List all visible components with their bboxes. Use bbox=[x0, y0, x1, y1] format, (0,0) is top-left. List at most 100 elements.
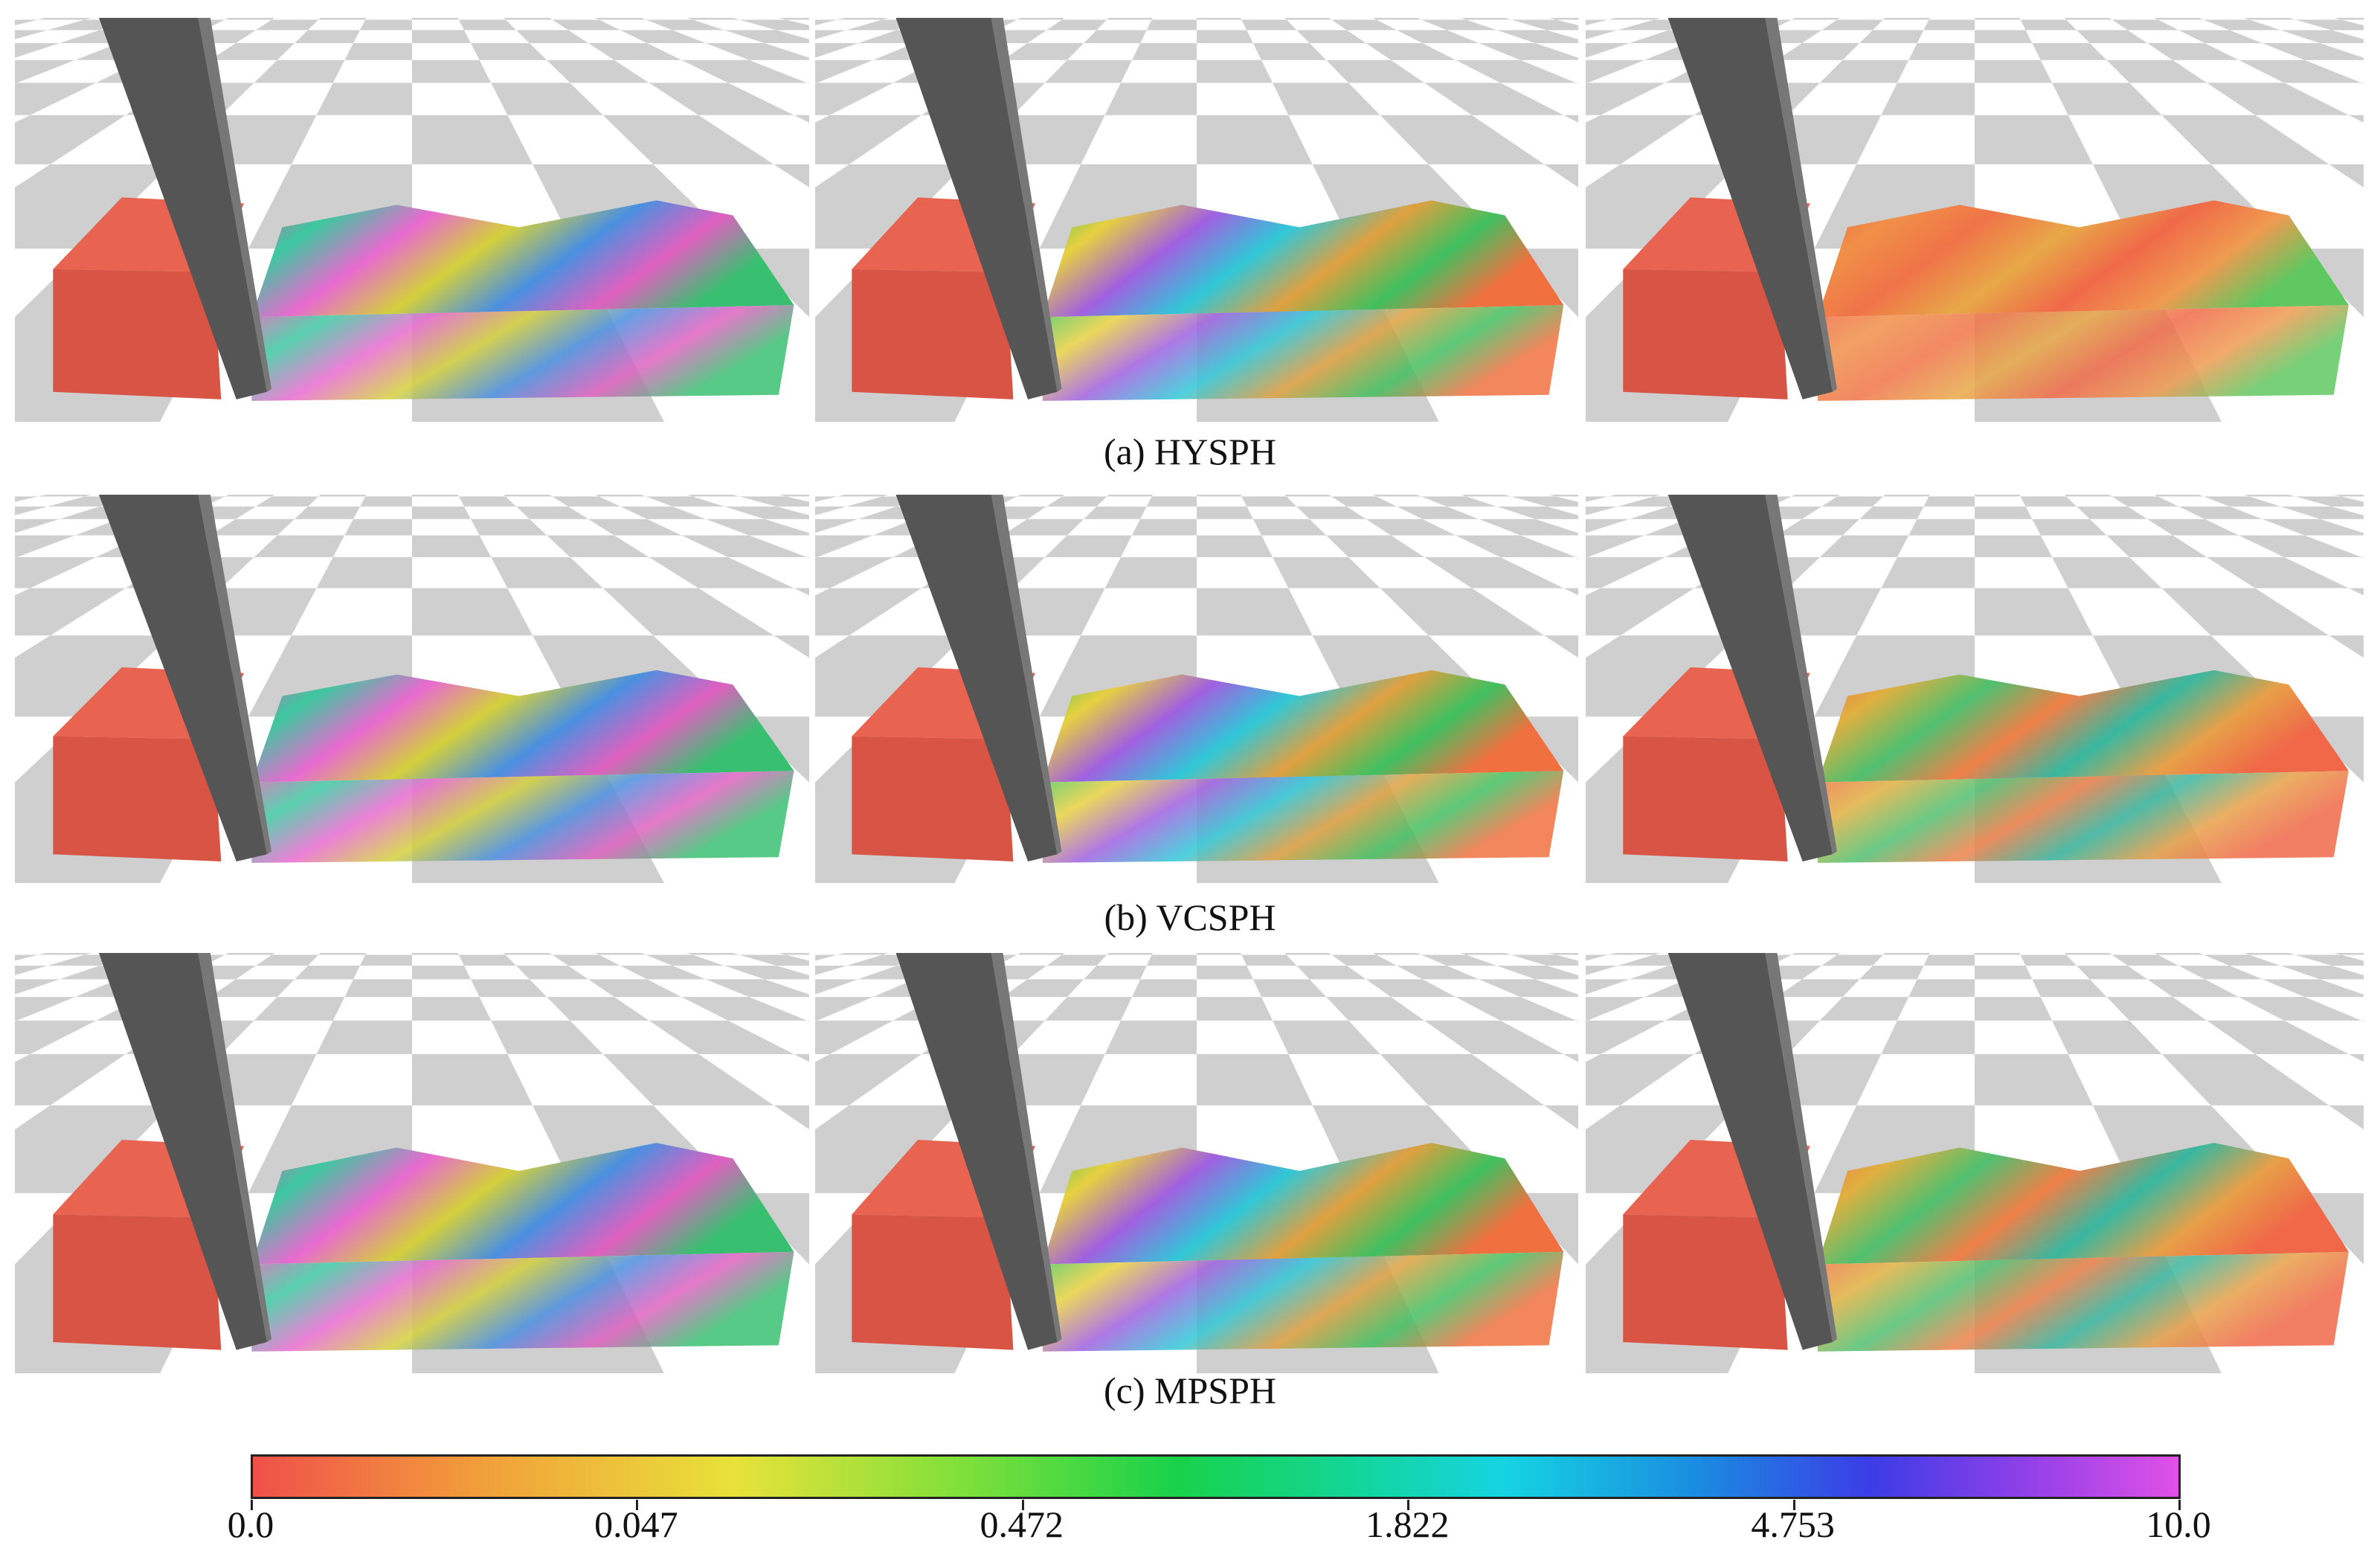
floor-tile bbox=[1397, 30, 1479, 44]
floor-tile bbox=[1586, 43, 1630, 58]
fluid-top bbox=[1817, 1143, 2349, 1265]
floor-tile bbox=[2262, 979, 2364, 998]
floor-tile bbox=[1197, 495, 1242, 497]
floor-tile bbox=[1252, 519, 1327, 536]
floor-tile bbox=[620, 506, 706, 519]
floor-tile bbox=[1456, 997, 1577, 1021]
floor-tile bbox=[15, 966, 48, 975]
floor-tile bbox=[602, 588, 774, 636]
floor-tile bbox=[588, 979, 682, 998]
floor-tile bbox=[1821, 496, 1883, 507]
floor-tile bbox=[815, 115, 922, 164]
floor-tile bbox=[602, 1054, 774, 1105]
floor-tile bbox=[1046, 954, 1107, 966]
fluid-front bbox=[1817, 305, 2349, 401]
floor-tile bbox=[649, 83, 794, 115]
floor-tile bbox=[686, 495, 740, 497]
floor-tile bbox=[588, 519, 682, 536]
floor-tile bbox=[739, 19, 809, 31]
floor-tile bbox=[552, 19, 621, 31]
floor-tile bbox=[1496, 966, 1578, 980]
floor-tile bbox=[2112, 19, 2179, 31]
floor-tile bbox=[38, 18, 91, 20]
colorbar-tick bbox=[1021, 1500, 1024, 1510]
floor-tile bbox=[2348, 1054, 2364, 1062]
gate-edge bbox=[198, 495, 272, 855]
floor-tile bbox=[225, 18, 275, 20]
floor-tile bbox=[1859, 966, 1924, 980]
colorbar-label: 4.753 bbox=[1751, 1503, 1835, 1545]
floor-tile bbox=[2238, 60, 2362, 83]
floor-tile bbox=[1923, 19, 1975, 31]
floor-tile bbox=[1146, 19, 1197, 31]
floor-tile bbox=[815, 83, 893, 115]
floor-tile bbox=[458, 496, 517, 507]
floor-tile bbox=[686, 18, 740, 20]
colorbar-tick bbox=[251, 1500, 253, 1510]
floor-tile bbox=[504, 495, 553, 497]
colorbar-label: 0.472 bbox=[980, 1503, 1064, 1545]
floor-tile bbox=[1252, 43, 1327, 60]
floor-tile bbox=[1563, 115, 1578, 123]
floor-tile bbox=[2280, 30, 2364, 44]
floor-tile bbox=[1819, 535, 1909, 557]
floor-tile bbox=[1776, 43, 1860, 60]
floor-tile bbox=[2329, 1105, 2364, 1130]
gate-edge bbox=[1765, 18, 1837, 392]
fluid-top bbox=[1817, 200, 2349, 318]
floor-tile bbox=[2020, 496, 2077, 507]
gate-blade bbox=[895, 953, 1058, 1350]
floor-tile bbox=[2207, 83, 2349, 115]
floor-tile bbox=[1017, 953, 1065, 955]
simulation-render bbox=[15, 18, 809, 422]
floor-tile bbox=[412, 1054, 533, 1105]
floor-tile bbox=[1586, 535, 1645, 558]
gate-edge bbox=[198, 18, 272, 392]
floor-tile bbox=[2244, 953, 2296, 955]
floor-tile bbox=[1586, 966, 1618, 975]
floor-tile bbox=[552, 954, 621, 966]
block-front bbox=[852, 736, 1014, 861]
floor-tile bbox=[1975, 997, 2053, 1021]
colorbar-tick bbox=[636, 1500, 639, 1510]
floor-tile bbox=[1107, 18, 1153, 20]
floor-tile bbox=[1548, 953, 1578, 955]
floor-tile bbox=[1882, 18, 1930, 20]
floor-tile bbox=[2064, 495, 2112, 497]
gate-blade bbox=[98, 953, 267, 1350]
fluid-front bbox=[251, 771, 794, 863]
floor-tile bbox=[1104, 83, 1197, 115]
block-front bbox=[852, 269, 1014, 399]
floor-tile bbox=[2154, 18, 2204, 20]
floor-tile bbox=[1776, 979, 1860, 998]
floor-tile bbox=[1548, 18, 1578, 20]
floor-tile bbox=[774, 1105, 809, 1130]
floor-tile bbox=[295, 506, 360, 519]
floor-tile bbox=[1456, 535, 1577, 557]
gate-edge bbox=[1765, 953, 1837, 1343]
floor-tile bbox=[1002, 519, 1084, 536]
floor-tile bbox=[1296, 30, 1366, 44]
floor-tile bbox=[1296, 966, 1366, 980]
floor-tile bbox=[1975, 30, 2033, 44]
fluid-top bbox=[1042, 200, 1564, 318]
floor-tile bbox=[1424, 83, 1564, 115]
floor-tile bbox=[1859, 506, 1924, 519]
floor-tile bbox=[1586, 30, 1618, 39]
floor-tile bbox=[2348, 115, 2364, 123]
floor-tile bbox=[255, 19, 319, 31]
floor-tile bbox=[1563, 588, 1578, 596]
floor-tile bbox=[815, 1020, 893, 1055]
floor-tile bbox=[516, 30, 588, 44]
floor-tile bbox=[815, 1105, 965, 1193]
floor-tile bbox=[1586, 979, 1630, 995]
floor-tile bbox=[1586, 557, 1665, 588]
floor-tile bbox=[2333, 953, 2364, 955]
floor-tile bbox=[1372, 495, 1422, 497]
fluid-top bbox=[1042, 1143, 1564, 1265]
floor-tile bbox=[2052, 557, 2162, 588]
block-front bbox=[53, 736, 222, 861]
floor-tile bbox=[15, 997, 75, 1021]
floor-tile bbox=[1975, 588, 2093, 636]
floor-tile bbox=[1975, 60, 2053, 83]
